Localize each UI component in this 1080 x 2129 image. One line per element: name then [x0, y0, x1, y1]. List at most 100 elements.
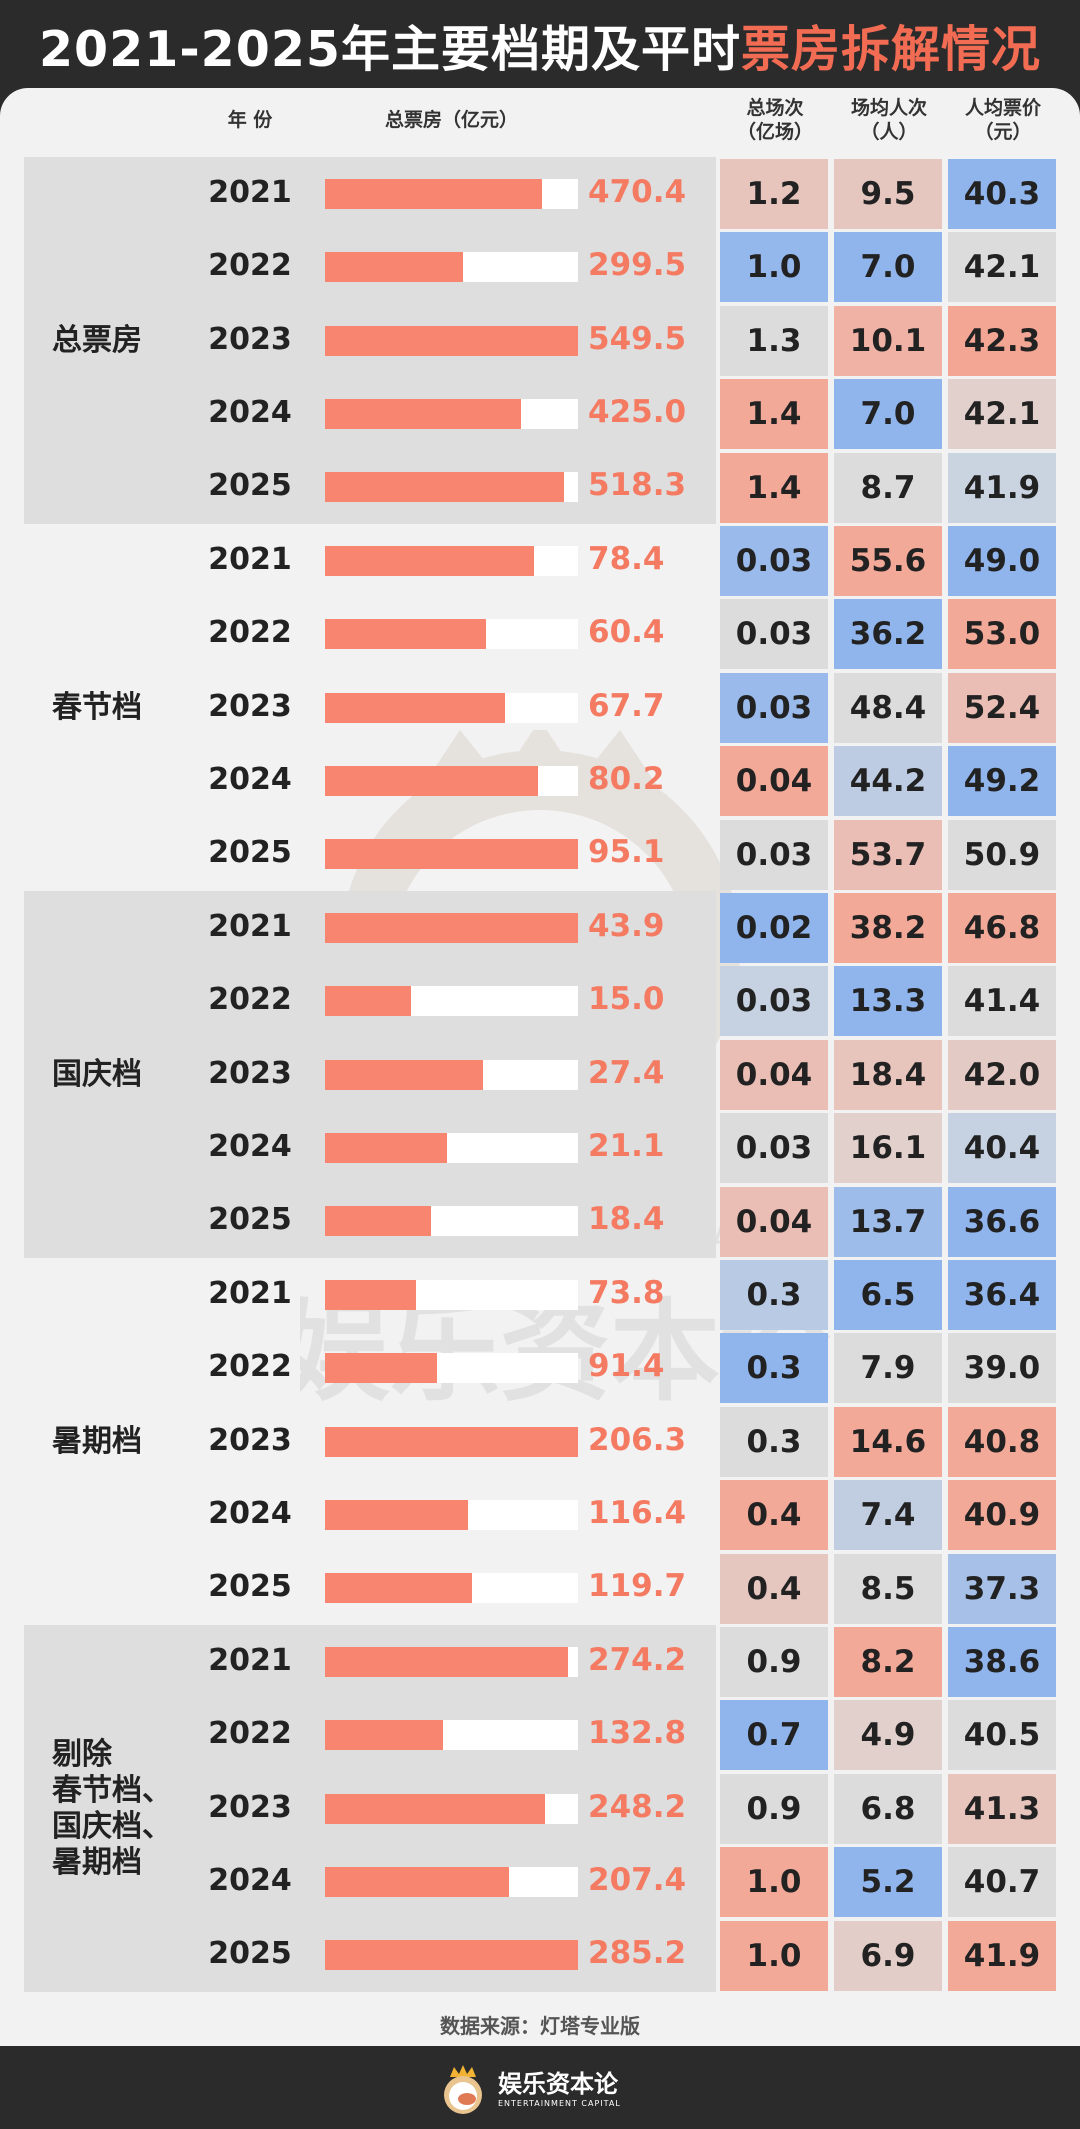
cell-screenings: 1.2	[720, 159, 828, 229]
bar	[325, 472, 564, 503]
bar	[325, 1206, 432, 1237]
year-label: 2022	[208, 615, 292, 651]
bar-value-label: 60.4	[588, 614, 665, 651]
year-label: 2025	[208, 468, 292, 504]
header-avg-price: 人均票价 （元）	[948, 96, 1058, 144]
bar-track	[325, 545, 578, 576]
year-label: 2021	[208, 1275, 292, 1311]
header-avg-attendance: 场均人次 （人）	[834, 96, 944, 144]
bar	[325, 619, 486, 650]
cell-screenings: 0.7	[720, 1700, 828, 1771]
page-title: 2021-2025年主要档期及平时 票房拆解情况	[0, 0, 1080, 90]
bar-value-label: 15.0	[588, 981, 665, 1018]
bar-value-label: 116.4	[588, 1494, 687, 1531]
bar	[325, 1866, 509, 1897]
cell-price: 42.3	[948, 305, 1056, 376]
cell-screenings: 0.3	[720, 1333, 828, 1404]
cell-attendance: 16.1	[834, 1113, 942, 1184]
cell-price: 42.1	[948, 379, 1056, 450]
year-label: 2023	[208, 321, 292, 357]
year-label: 2022	[208, 1349, 292, 1385]
cell-price: 50.9	[948, 819, 1056, 890]
bar-track	[325, 1866, 578, 1897]
cell-attendance: 6.9	[834, 1920, 942, 1991]
bar-track	[325, 1720, 578, 1751]
cell-attendance: 4.9	[834, 1700, 942, 1771]
bar-track	[325, 252, 578, 283]
group-label-line: 暑期档	[52, 1423, 142, 1459]
bar-track	[325, 1499, 578, 1530]
year-label: 2023	[208, 1422, 292, 1458]
cell-screenings: 1.4	[720, 379, 828, 450]
cell-attendance: 9.5	[834, 159, 942, 229]
cell-screenings: 0.03	[720, 966, 828, 1037]
bar	[325, 1499, 468, 1530]
bar-value-label: 80.2	[588, 760, 665, 797]
cell-screenings: 1.0	[720, 1920, 828, 1991]
year-label: 2022	[208, 248, 292, 284]
bar	[325, 1353, 438, 1384]
cell-price: 38.6	[948, 1627, 1056, 1697]
footer-brand-en: ENTERTAINMENT CAPITAL	[498, 2099, 621, 2108]
bar	[325, 1720, 443, 1751]
bar	[325, 178, 542, 209]
bar-track	[325, 1353, 578, 1384]
bar	[325, 1279, 416, 1310]
bar-value-label: 299.5	[588, 247, 687, 284]
cell-attendance: 7.4	[834, 1480, 942, 1551]
year-label: 2024	[208, 761, 292, 797]
year-label: 2021	[208, 1642, 292, 1678]
group-label: 剔除 春节档、 国庆档、 暑期档	[52, 1737, 202, 1881]
cell-attendance: 55.6	[834, 526, 942, 596]
year-label: 2025	[208, 1202, 292, 1238]
bar-track	[325, 325, 578, 356]
group-label: 总票房	[52, 323, 202, 359]
bar	[325, 912, 578, 943]
cell-price: 40.8	[948, 1406, 1056, 1477]
year-label: 2024	[208, 1862, 292, 1898]
bar	[325, 1059, 483, 1090]
bar-track	[325, 1059, 578, 1090]
cell-screenings: 1.3	[720, 305, 828, 376]
bar-value-label: 425.0	[588, 393, 687, 430]
year-label: 2024	[208, 1128, 292, 1164]
year-label: 2021	[208, 541, 292, 577]
bar	[325, 692, 506, 723]
cell-screenings: 1.0	[720, 232, 828, 303]
bar	[325, 1793, 546, 1824]
cell-attendance: 48.4	[834, 672, 942, 743]
bar-value-label: 285.2	[588, 1935, 687, 1972]
cell-price: 40.3	[948, 159, 1056, 229]
cell-attendance: 6.5	[834, 1260, 942, 1330]
bar	[325, 325, 578, 356]
bar-track	[325, 178, 578, 209]
bar-value-label: 248.2	[588, 1788, 687, 1825]
cell-price: 53.0	[948, 599, 1056, 670]
cell-price: 40.7	[948, 1847, 1056, 1918]
bar-value-label: 549.5	[588, 320, 687, 357]
bar-track	[325, 472, 578, 503]
cell-price: 36.6	[948, 1186, 1056, 1257]
data-source: 数据来源：灯塔专业版	[440, 2014, 640, 2038]
bar-value-label: 27.4	[588, 1054, 665, 1091]
cell-price: 36.4	[948, 1260, 1056, 1330]
cell-attendance: 14.6	[834, 1406, 942, 1477]
bar	[325, 252, 463, 283]
cell-attendance: 18.4	[834, 1039, 942, 1110]
group-label-line: 总票房	[52, 322, 142, 358]
bar	[325, 839, 578, 870]
cell-screenings: 0.3	[720, 1406, 828, 1477]
bar-value-label: 206.3	[588, 1421, 687, 1458]
cell-price: 40.5	[948, 1700, 1056, 1771]
bar-track	[325, 1279, 578, 1310]
cell-attendance: 10.1	[834, 305, 942, 376]
cell-screenings: 0.04	[720, 746, 828, 817]
header-box-office: 总票房（亿元）	[325, 108, 578, 132]
bar-value-label: 91.4	[588, 1348, 665, 1385]
header-avg-attendance-line: （人）	[860, 121, 918, 143]
group-label-line: 春节档、	[52, 1772, 172, 1808]
bar	[325, 398, 521, 429]
cell-screenings: 0.9	[720, 1627, 828, 1697]
header-avg-price-line: （元）	[974, 121, 1032, 143]
header-screenings: 总场次 （亿场）	[720, 96, 830, 144]
